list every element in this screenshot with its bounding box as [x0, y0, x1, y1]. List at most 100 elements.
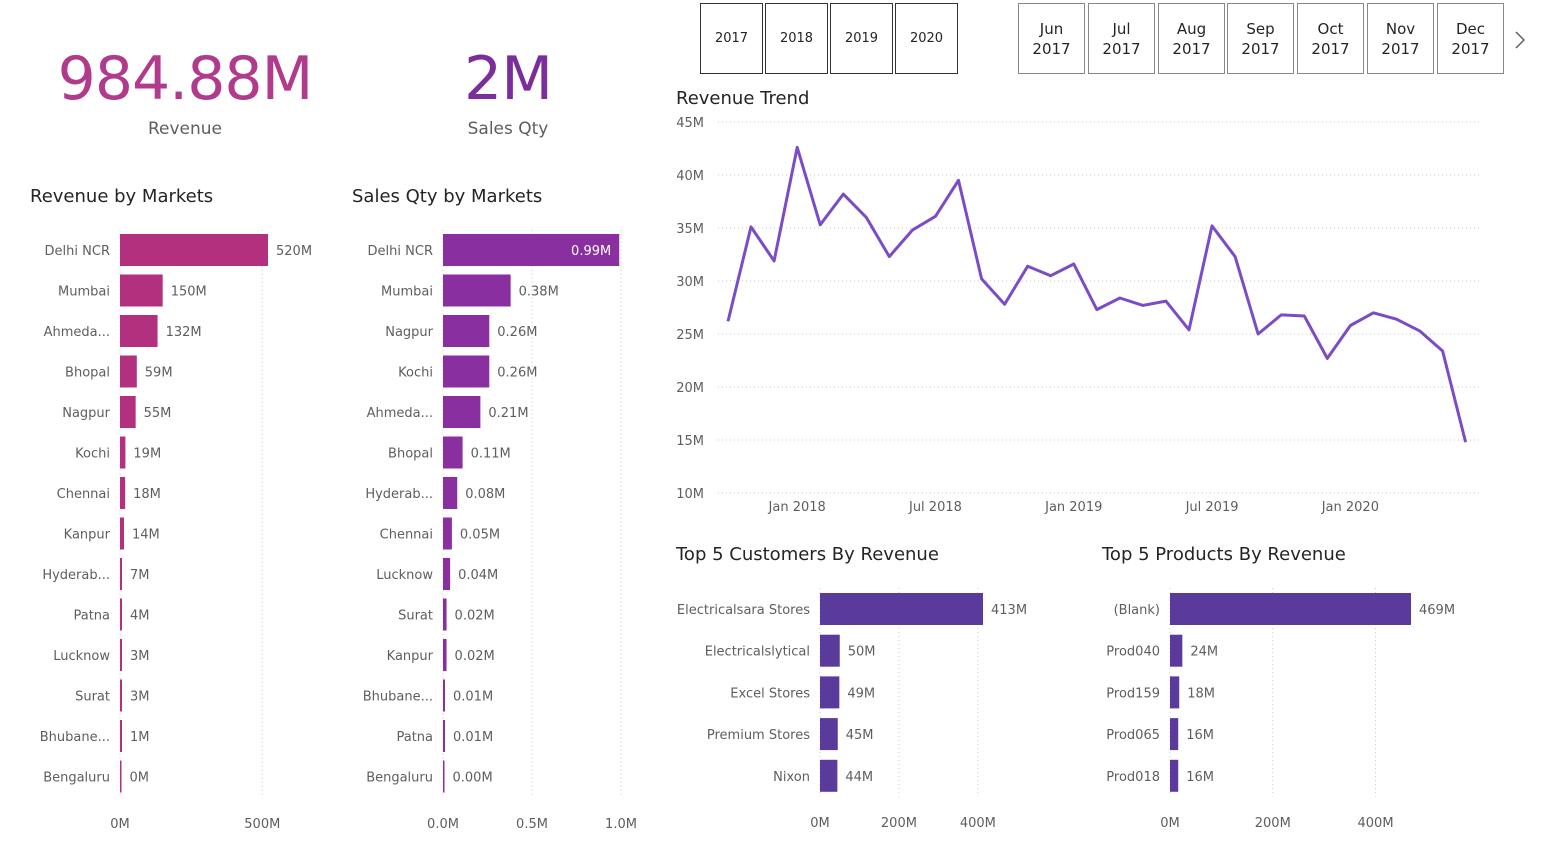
revenue-kpi-label: Revenue	[147, 119, 223, 139]
bar	[820, 593, 983, 625]
month-button-oct-2017[interactable]: Oct 2017	[1297, 3, 1364, 74]
month-label: Jun	[1039, 19, 1064, 38]
data-label: 520M	[276, 244, 312, 259]
x-tick-label: 0.0M	[427, 817, 459, 832]
year-button-2020[interactable]: 2020	[895, 3, 958, 74]
revenue-trend-line	[726, 145, 1468, 443]
year-slicer: 2017 2018 2019 2020	[700, 3, 960, 75]
bar	[1170, 593, 1411, 625]
category-label: Bengaluru	[366, 771, 433, 786]
bar	[443, 315, 490, 347]
bar	[120, 234, 268, 266]
bar	[443, 639, 447, 671]
year-label: 2017	[1381, 39, 1420, 58]
category-label: Nagpur	[62, 406, 110, 421]
data-label: 24M	[1190, 645, 1218, 660]
category-label: Electricalslytical	[705, 645, 810, 660]
bar	[120, 315, 158, 347]
x-tick-label: 0M	[110, 817, 130, 832]
x-tick-label: 0M	[810, 816, 830, 831]
bar	[443, 720, 445, 752]
category-label: Kochi	[398, 366, 433, 381]
month-button-dec-2017[interactable]: Dec 2017	[1437, 3, 1504, 74]
data-label: 0.08M	[465, 487, 505, 502]
data-label: 1M	[130, 730, 150, 745]
x-tick-label: Jul 2019	[1185, 500, 1239, 515]
sales-qty-kpi-label: Sales Qty	[467, 119, 549, 139]
revenue-trend-title: Revenue Trend	[676, 88, 810, 109]
category-label: Kanpur	[64, 528, 111, 543]
bar	[820, 759, 838, 792]
category-label: Patna	[73, 609, 110, 624]
data-label: 18M	[133, 487, 161, 502]
category-label: Excel Stores	[730, 686, 810, 701]
year-button-2017[interactable]: 2017	[700, 3, 763, 74]
data-label: 55M	[144, 406, 172, 421]
month-button-jul-2017[interactable]: Jul 2017	[1088, 3, 1155, 74]
month-button-jun-2017[interactable]: Jun 2017	[1018, 3, 1085, 74]
year-button-2019[interactable]: 2019	[830, 3, 893, 74]
data-label: 16M	[1186, 770, 1214, 785]
y-tick-label: 40M	[676, 169, 704, 184]
x-tick-label: 500M	[244, 817, 280, 832]
data-label: 132M	[166, 325, 202, 340]
x-tick-label: 400M	[1358, 816, 1394, 831]
year-label: 2017	[1451, 39, 1490, 58]
month-button-nov-2017[interactable]: Nov 2017	[1367, 3, 1434, 74]
category-label: Chennai	[57, 487, 110, 502]
data-label: 16M	[1186, 728, 1214, 743]
category-label: Hyderab...	[42, 568, 110, 583]
category-label: Mumbai	[381, 285, 433, 300]
month-label: Jul	[1112, 19, 1131, 38]
data-label: 0.04M	[458, 568, 498, 583]
bar	[1170, 676, 1180, 709]
month-button-aug-2017[interactable]: Aug 2017	[1158, 3, 1225, 74]
y-tick-label: 20M	[676, 381, 704, 396]
category-label: Prod040	[1106, 645, 1160, 660]
category-label: Prod065	[1106, 728, 1160, 743]
bar	[443, 760, 445, 793]
bar	[120, 598, 122, 631]
category-label: Prod018	[1106, 770, 1160, 785]
sales-qty-by-markets-title: Sales Qty by Markets	[352, 186, 543, 207]
month-label: Sep	[1246, 19, 1275, 38]
x-tick-label: 200M	[881, 816, 917, 831]
data-label: 413M	[991, 603, 1027, 618]
category-label: Bhopal	[388, 447, 433, 462]
month-label: Nov	[1385, 19, 1416, 38]
month-label: Oct	[1317, 19, 1344, 38]
category-label: Prod159	[1106, 686, 1160, 701]
data-label: 14M	[132, 528, 160, 543]
data-label: 0.02M	[455, 649, 495, 664]
data-label: 19M	[133, 447, 161, 462]
category-label: Kanpur	[387, 649, 434, 664]
month-button-sep-2017[interactable]: Sep 2017	[1227, 3, 1294, 74]
data-label: 44M	[845, 770, 873, 785]
x-tick-label: 200M	[1255, 816, 1291, 831]
year-button-2018[interactable]: 2018	[765, 3, 828, 74]
category-label: Chennai	[380, 528, 433, 543]
x-tick-label: 0M	[1160, 816, 1180, 831]
x-tick-label: 1.0M	[605, 817, 637, 832]
top-products-title: Top 5 Products By Revenue	[1102, 544, 1346, 565]
data-label: 3M	[130, 690, 150, 705]
data-label: 0.02M	[455, 609, 495, 624]
y-tick-label: 30M	[676, 275, 704, 290]
data-label: 50M	[848, 645, 876, 660]
bar	[443, 679, 445, 712]
x-tick-label: Jan 2019	[1044, 500, 1102, 515]
x-tick-label: Jan 2020	[1321, 500, 1379, 515]
chevron-right-icon[interactable]	[1512, 29, 1528, 51]
category-label: (Blank)	[1114, 603, 1160, 618]
category-label: Delhi NCR	[45, 244, 110, 259]
category-label: Electricalsara Stores	[677, 603, 810, 618]
data-label: 4M	[130, 609, 150, 624]
bar	[443, 517, 452, 550]
data-label: 469M	[1419, 603, 1455, 618]
category-label: Mumbai	[58, 285, 110, 300]
category-label: Premium Stores	[707, 728, 810, 743]
bar	[443, 396, 481, 428]
bar	[1170, 634, 1183, 667]
category-label: Nixon	[773, 770, 810, 785]
data-label: 0.11M	[471, 447, 511, 462]
